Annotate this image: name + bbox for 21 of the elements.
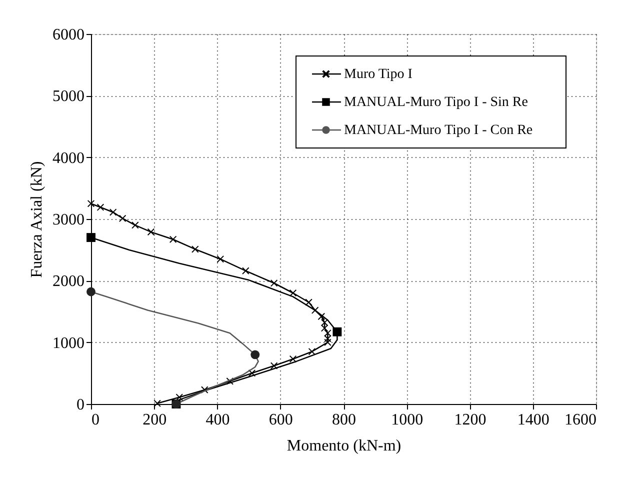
x-tick-label: 200 bbox=[142, 412, 167, 428]
x-tick-label: 1000 bbox=[391, 412, 424, 428]
y-tick-label: 4000 bbox=[52, 150, 84, 167]
x-tick-label: 0 bbox=[92, 412, 100, 428]
y-axis-title: Fuerza Axial (kN) bbox=[28, 161, 46, 278]
x-tick-label: 400 bbox=[206, 412, 230, 428]
y-tick-label: 1000 bbox=[52, 334, 84, 352]
x-tick-label: 1200 bbox=[454, 412, 486, 428]
x-tick-label: 1600 bbox=[564, 412, 596, 428]
y-tick-label: 2000 bbox=[52, 273, 84, 290]
x-tick-label: 600 bbox=[268, 412, 293, 428]
legend-label: MANUAL-Muro Tipo I - Con Re bbox=[344, 123, 533, 138]
x-tick-label: 800 bbox=[332, 412, 356, 428]
y-tick-label: 3000 bbox=[52, 212, 84, 228]
legend-label: MANUAL-Muro Tipo I - Sin Re bbox=[344, 95, 528, 110]
x-axis-title: Momento (kN-m) bbox=[286, 438, 402, 454]
legend-label: Muro Tipo I bbox=[344, 67, 413, 82]
x-tick-label: 1400 bbox=[517, 412, 550, 428]
y-tick-label: 5000 bbox=[52, 88, 84, 106]
y-tick-label: 6000 bbox=[52, 26, 84, 44]
y-tick-label: 0 bbox=[76, 396, 84, 414]
